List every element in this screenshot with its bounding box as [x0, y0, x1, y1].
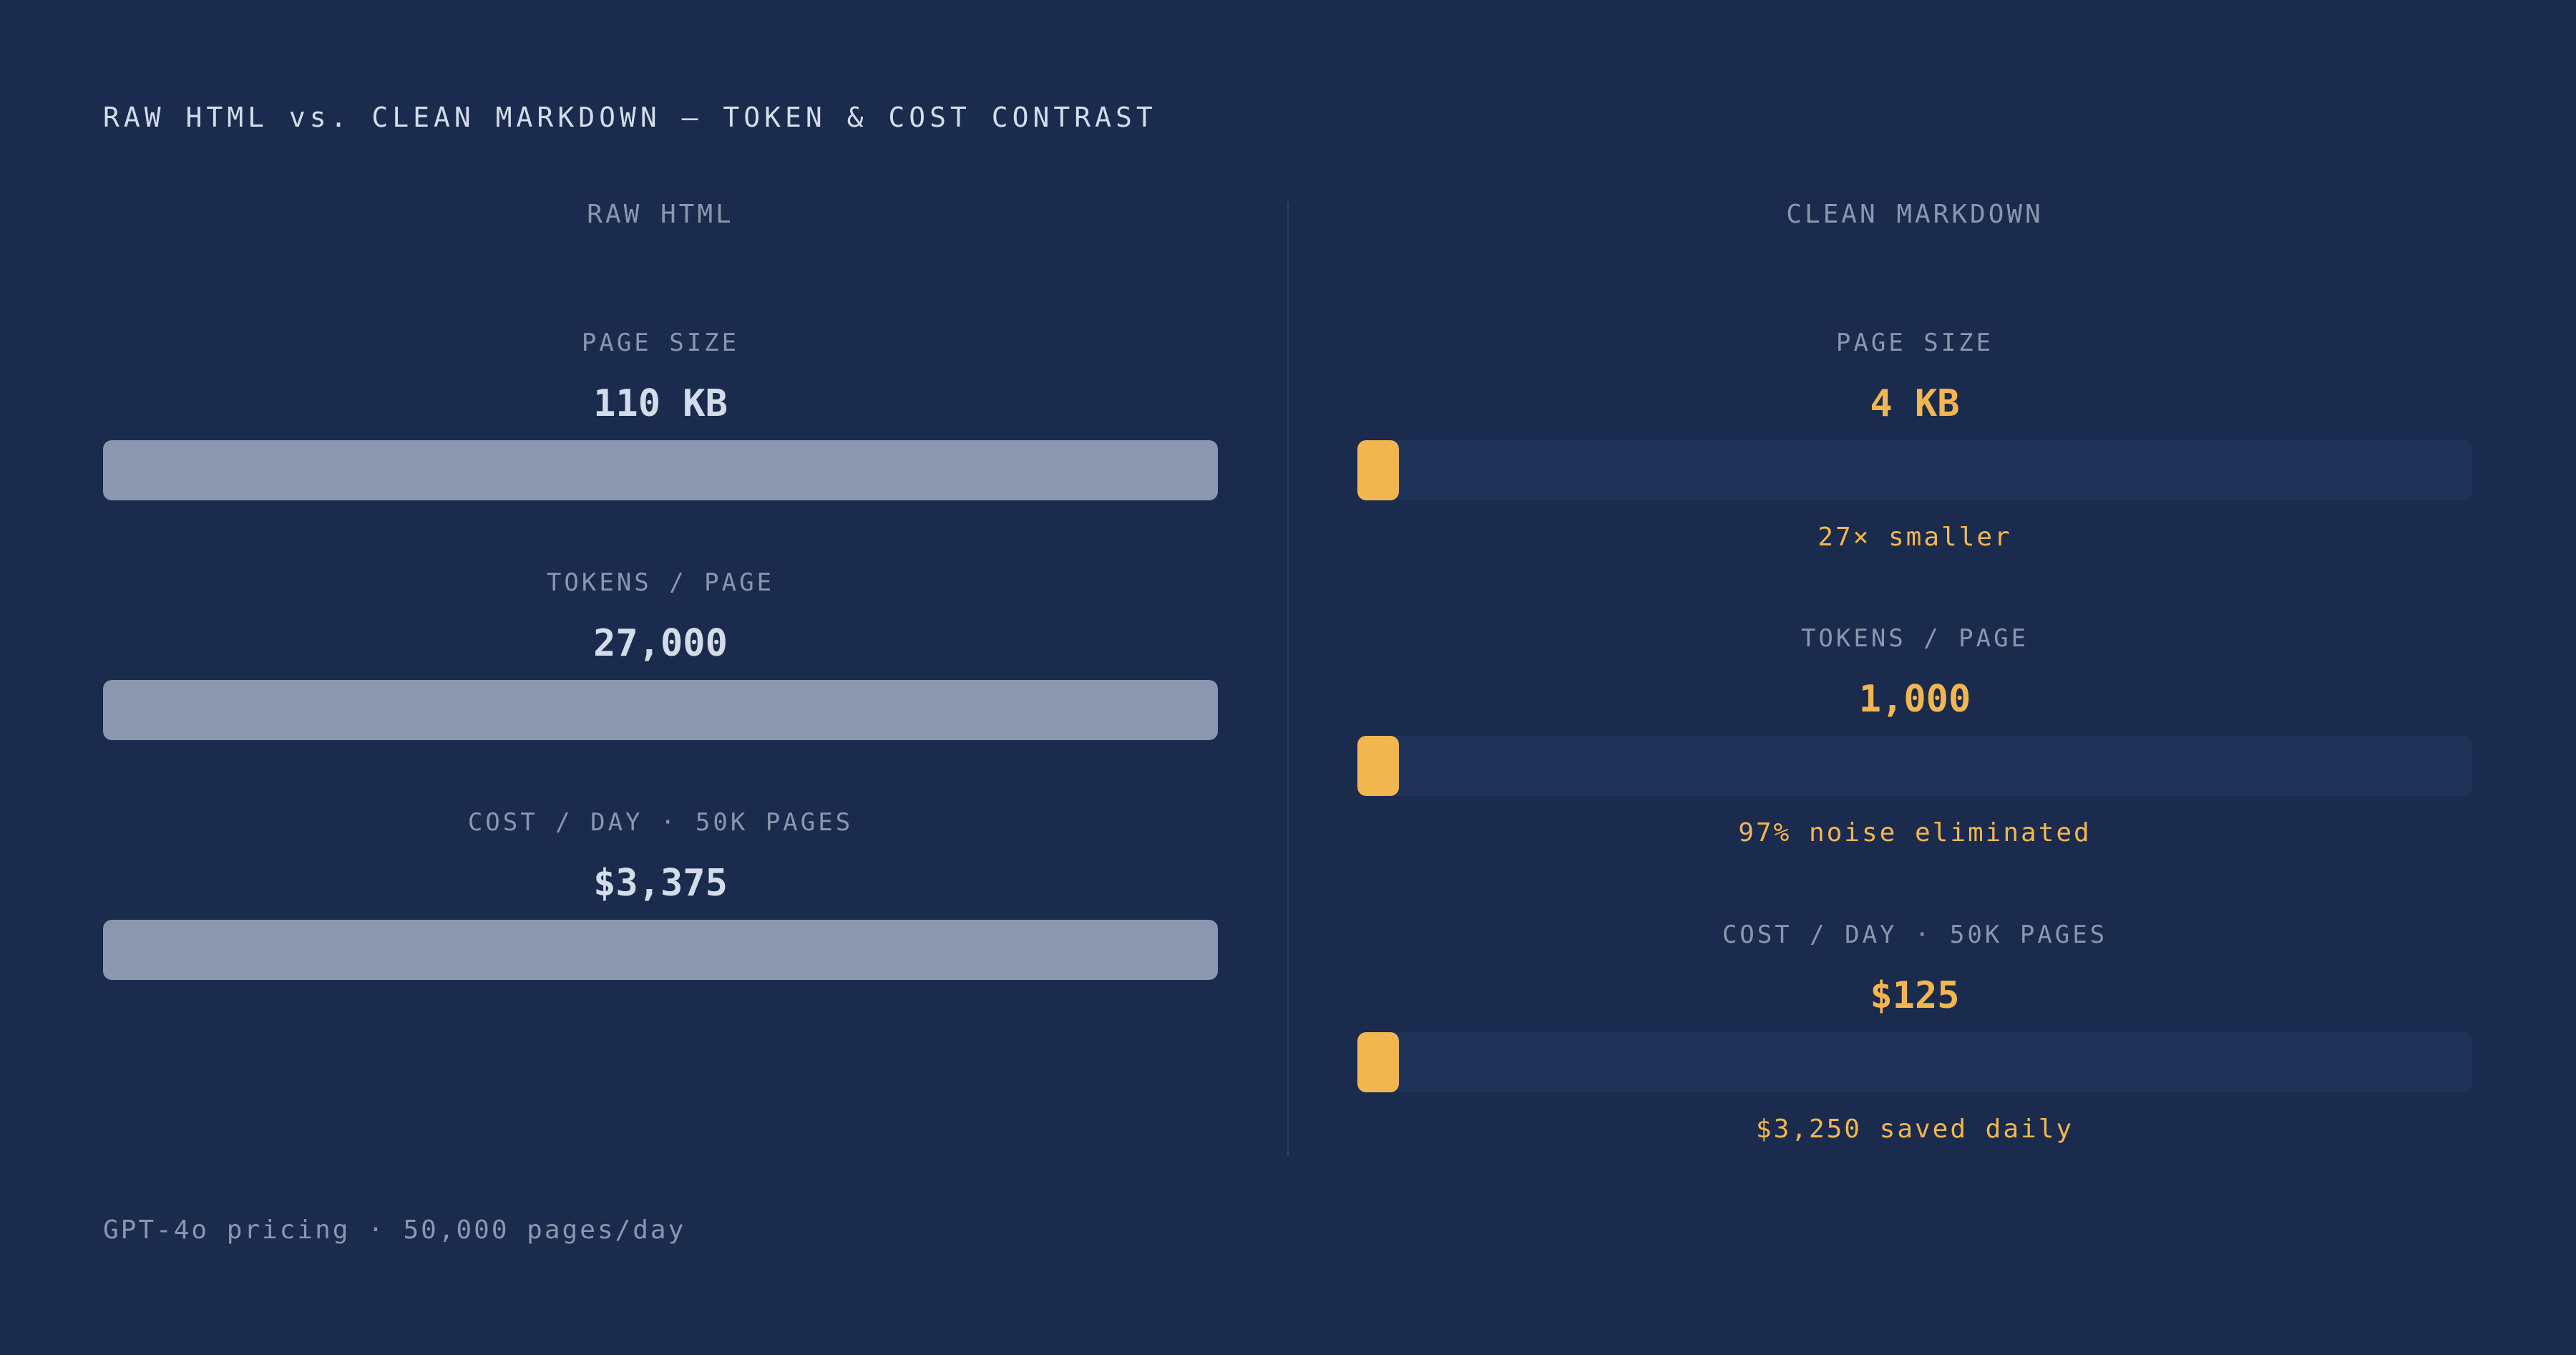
metric-label: COST / DAY · 50K PAGES — [467, 808, 854, 837]
metric-value: 110 KB — [593, 382, 728, 425]
metric-value: 4 KB — [1870, 382, 1960, 425]
bar-fill — [103, 920, 1218, 980]
metric-label: PAGE SIZE — [1835, 329, 1994, 357]
raw-html-panel: RAW HTML PAGE SIZE 110 KB TOKENS / PAGE … — [103, 193, 1218, 980]
metric-page-size: PAGE SIZE 4 KB 27× smaller — [1357, 327, 2472, 555]
bar-track — [103, 920, 1218, 980]
metric-label: TOKENS / PAGE — [1800, 624, 2029, 653]
panel-divider — [1287, 202, 1289, 1156]
footnote: GPT-4o pricing · 50,000 pages/day — [103, 1215, 686, 1245]
metric-value: $125 — [1870, 974, 1960, 1017]
metric-tokens: TOKENS / PAGE 27,000 — [103, 567, 1218, 740]
bar-fill — [1357, 1032, 1399, 1092]
metric-label: COST / DAY · 50K PAGES — [1722, 921, 2108, 949]
bar-track — [103, 680, 1218, 740]
metric-value: $3,375 — [593, 862, 728, 905]
bar-fill — [103, 440, 1218, 500]
metric-page-size: PAGE SIZE 110 KB — [103, 327, 1218, 500]
metric-value: 1,000 — [1858, 678, 1971, 721]
bar-fill — [1357, 440, 1399, 500]
metric-tokens: TOKENS / PAGE 1,000 97% noise eliminated — [1357, 623, 2472, 850]
metric-label: TOKENS / PAGE — [546, 568, 775, 597]
bar-track — [1357, 1032, 2472, 1092]
bar-fill — [103, 680, 1218, 740]
bar-track — [103, 440, 1218, 500]
metric-value: 27,000 — [593, 622, 728, 665]
metric-cost: COST / DAY · 50K PAGES $125 $3,250 saved… — [1357, 919, 2472, 1147]
metric-note: 97% noise eliminated — [1738, 818, 2092, 848]
metric-label: PAGE SIZE — [581, 329, 740, 357]
metric-note: 27× smaller — [1818, 523, 2012, 552]
chart-title: RAW HTML vs. CLEAN MARKDOWN — TOKEN & CO… — [103, 102, 1157, 133]
panel-heading: CLEAN MARKDOWN — [1786, 200, 2044, 229]
metric-cost: COST / DAY · 50K PAGES $3,375 — [103, 807, 1218, 980]
clean-markdown-panel: CLEAN MARKDOWN PAGE SIZE 4 KB 27× smalle… — [1357, 193, 2472, 1144]
bar-track — [1357, 440, 2472, 500]
bar-track — [1357, 736, 2472, 796]
panel-heading: RAW HTML — [587, 200, 734, 229]
bar-fill — [1357, 736, 1399, 796]
metric-note: $3,250 saved daily — [1755, 1114, 2074, 1144]
